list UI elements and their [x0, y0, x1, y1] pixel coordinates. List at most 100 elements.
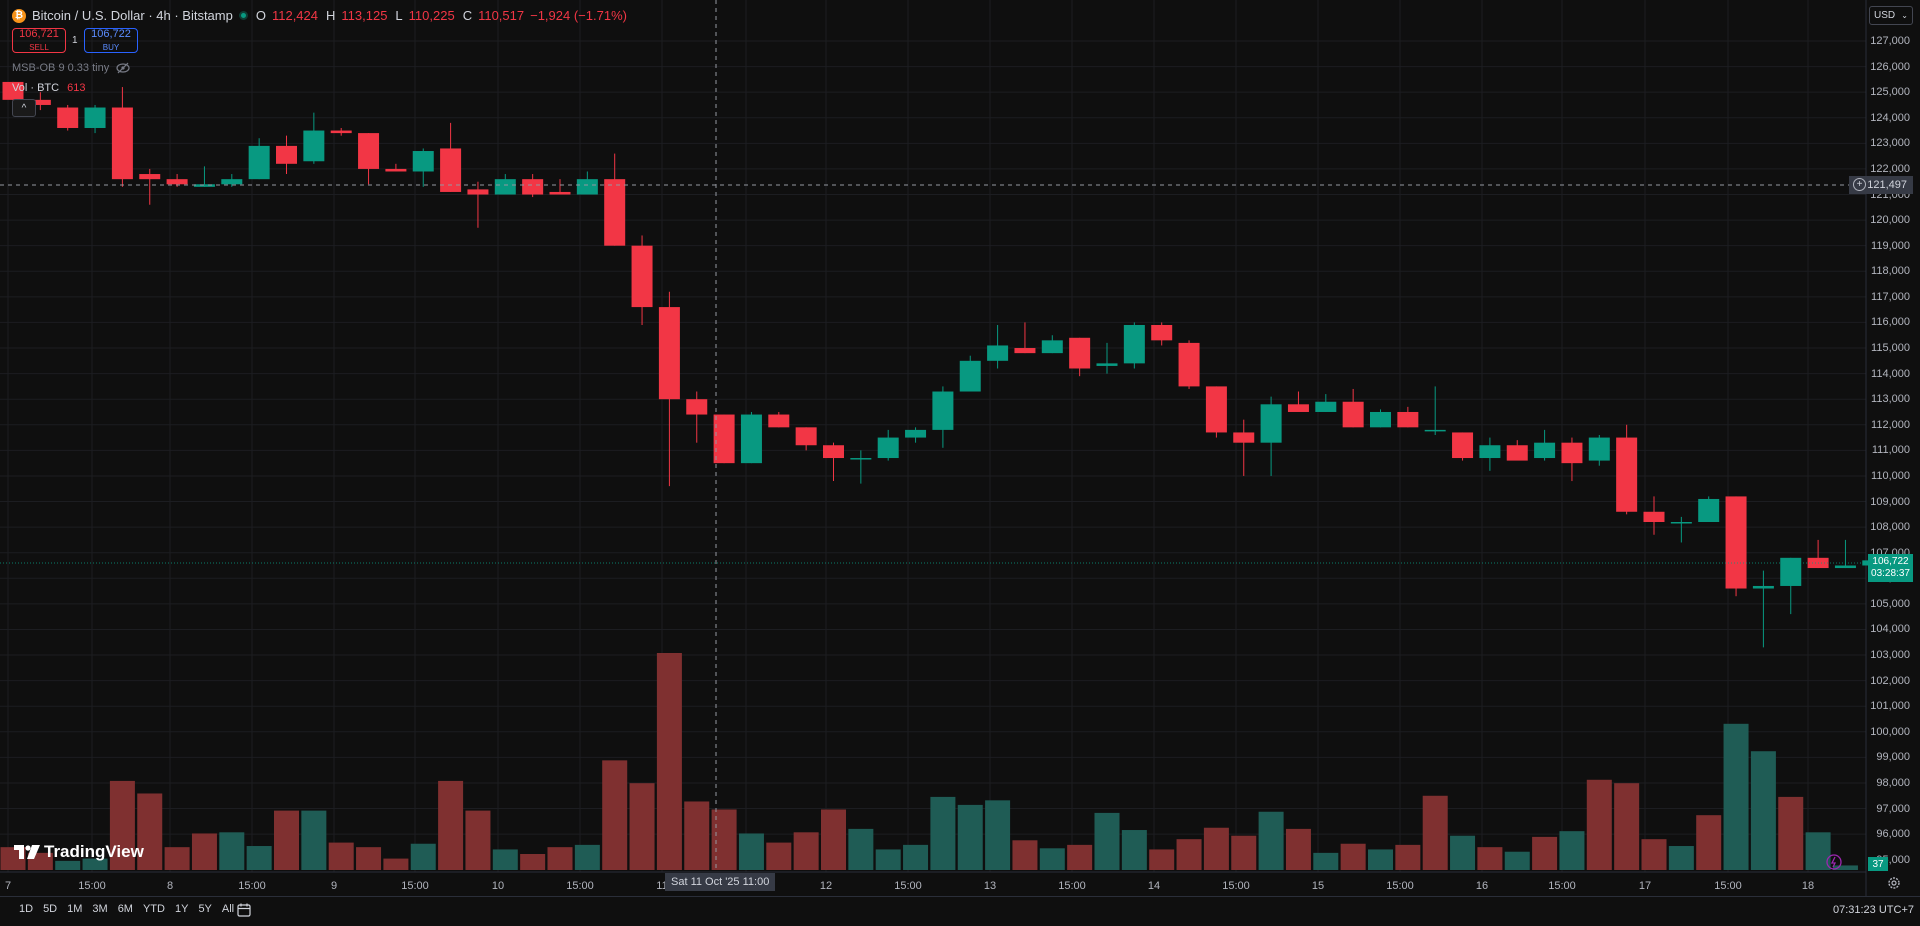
time-tick-label: 10 — [491, 880, 505, 892]
volume-bar — [520, 854, 546, 870]
time-tick-label: 15:00 — [238, 880, 266, 892]
candle-body — [248, 145, 270, 180]
tradingview-logo[interactable]: TradingView — [14, 842, 144, 862]
msb-indicator-label[interactable]: MSB-OB 9 0.33 tiny — [12, 62, 110, 74]
candle-body — [1834, 565, 1856, 569]
candle-body — [1315, 401, 1337, 412]
time-tick-label: 18 — [1801, 880, 1815, 892]
volume-bar — [1532, 836, 1558, 870]
range-ytd-button[interactable]: YTD — [142, 903, 165, 915]
candle-body — [1123, 324, 1145, 364]
range-5y-button[interactable]: 5Y — [198, 903, 212, 915]
candle-body — [193, 184, 215, 187]
volume-bar — [137, 793, 163, 870]
range-3m-button[interactable]: 3M — [92, 903, 108, 915]
volume-bar — [191, 833, 217, 870]
time-tick-label: 15 — [1311, 880, 1325, 892]
ohlc-low: 110,225 — [408, 8, 455, 23]
range-5d-button[interactable]: 5D — [43, 903, 58, 915]
volume-bar — [465, 810, 491, 870]
volume-bar — [1203, 827, 1229, 870]
volume-bar — [1450, 835, 1476, 870]
candle-body — [1534, 442, 1556, 459]
candle-body — [932, 391, 954, 430]
volume-bar — [328, 842, 354, 870]
volume-bar — [383, 858, 409, 870]
candle-body — [440, 148, 462, 192]
candle-body — [276, 145, 297, 164]
price-tick-label: 108,000 — [1870, 521, 1910, 534]
price-tick-label: 127,000 — [1870, 35, 1910, 47]
currency-label: USD — [1874, 10, 1896, 21]
volume-bar — [1504, 851, 1530, 870]
price-tick-label: 118,000 — [1871, 265, 1910, 278]
candle-body — [713, 414, 735, 464]
volume-bar — [1094, 812, 1120, 870]
range-1y-button[interactable]: 1Y — [174, 903, 189, 915]
volume-bar — [1368, 849, 1393, 870]
ohlc-open: 112,424 — [271, 8, 318, 23]
volume-bar — [957, 804, 983, 870]
time-tick-label: 16 — [1475, 880, 1489, 892]
volume-bar — [55, 860, 81, 870]
tradingview-logo-icon — [14, 845, 40, 859]
ohlc-close: 110,517 — [478, 8, 525, 23]
eye-hidden-icon[interactable] — [115, 62, 131, 74]
volume-bar — [1750, 751, 1776, 870]
candle-body — [768, 414, 790, 428]
candle-body — [631, 245, 653, 308]
candle-body — [1096, 363, 1118, 366]
time-tick-label: 7 — [4, 880, 12, 892]
candlestick-chart[interactable] — [0, 0, 1920, 896]
collapse-legend-button[interactable]: ^ — [12, 99, 36, 117]
indicator-legend[interactable]: MSB-OB 9 0.33 tiny — [12, 62, 131, 74]
crosshair-price-label: + 121,497 — [1849, 176, 1913, 194]
time-tick-label: 15:00 — [78, 880, 106, 892]
tradingview-logo-text: TradingView — [44, 842, 144, 861]
candle-body — [1588, 437, 1610, 461]
price-tick-label: 105,000 — [1870, 597, 1910, 610]
candle-body — [1752, 585, 1774, 589]
sell-button[interactable]: 106,721 SELL — [12, 28, 66, 53]
time-tick-label: 14 — [1147, 880, 1161, 892]
range-1d-button[interactable]: 1D — [19, 903, 34, 915]
volume-bar — [1039, 848, 1065, 870]
candle-body — [358, 133, 380, 169]
volume-bar — [1723, 723, 1749, 870]
currency-select[interactable]: USD ⌄ — [1869, 6, 1913, 25]
calendar-icon[interactable] — [236, 902, 252, 918]
volume-bar — [438, 780, 464, 870]
crosshair-time-label: Sat 11 Oct '25 11:00 — [665, 873, 776, 891]
time-tick-label: 12 — [819, 880, 833, 892]
volume-bar — [1012, 840, 1038, 870]
volume-bar — [1149, 849, 1175, 870]
candle-body — [1670, 521, 1692, 524]
range-6m-button[interactable]: 6M — [117, 903, 133, 915]
volume-bar — [301, 810, 327, 870]
price-tick-label: 112,000 — [1871, 418, 1910, 431]
candle-body — [1397, 411, 1419, 428]
chevron-down-icon: ⌄ — [1901, 11, 1908, 20]
range-all-button[interactable]: All — [221, 903, 235, 915]
symbol-title[interactable]: Bitcoin / U.S. Dollar · 4h · Bitstamp — [32, 8, 233, 23]
candle-body — [84, 107, 106, 128]
date-range-buttons: 1D 5D 1M 3M 6M YTD 1Y 5Y All — [14, 903, 239, 915]
price-tick-label: 98,000 — [1876, 776, 1910, 789]
time-tick-label: 15:00 — [1386, 880, 1414, 892]
candle-body — [1014, 348, 1036, 354]
candle-body — [1780, 557, 1802, 586]
price-tick-label: 119,000 — [1871, 239, 1910, 252]
volume-bar — [246, 846, 272, 870]
add-alert-icon[interactable]: + — [1853, 178, 1866, 191]
volume-bar — [1696, 815, 1722, 870]
candle-body — [1260, 404, 1282, 443]
buy-button[interactable]: 106,722 BUY — [84, 28, 138, 53]
time-tick-label: 11 — [656, 880, 668, 892]
volume-legend[interactable]: Vol · BTC 613 — [12, 82, 85, 94]
gear-icon[interactable] — [1887, 876, 1901, 890]
compare-symbol-icon[interactable] — [1825, 853, 1843, 871]
utc-clock[interactable]: 07:31:23 UTC+7 — [1832, 904, 1914, 916]
candle-body — [959, 360, 981, 392]
volume-bar — [547, 847, 573, 870]
range-1m-button[interactable]: 1M — [67, 903, 83, 915]
